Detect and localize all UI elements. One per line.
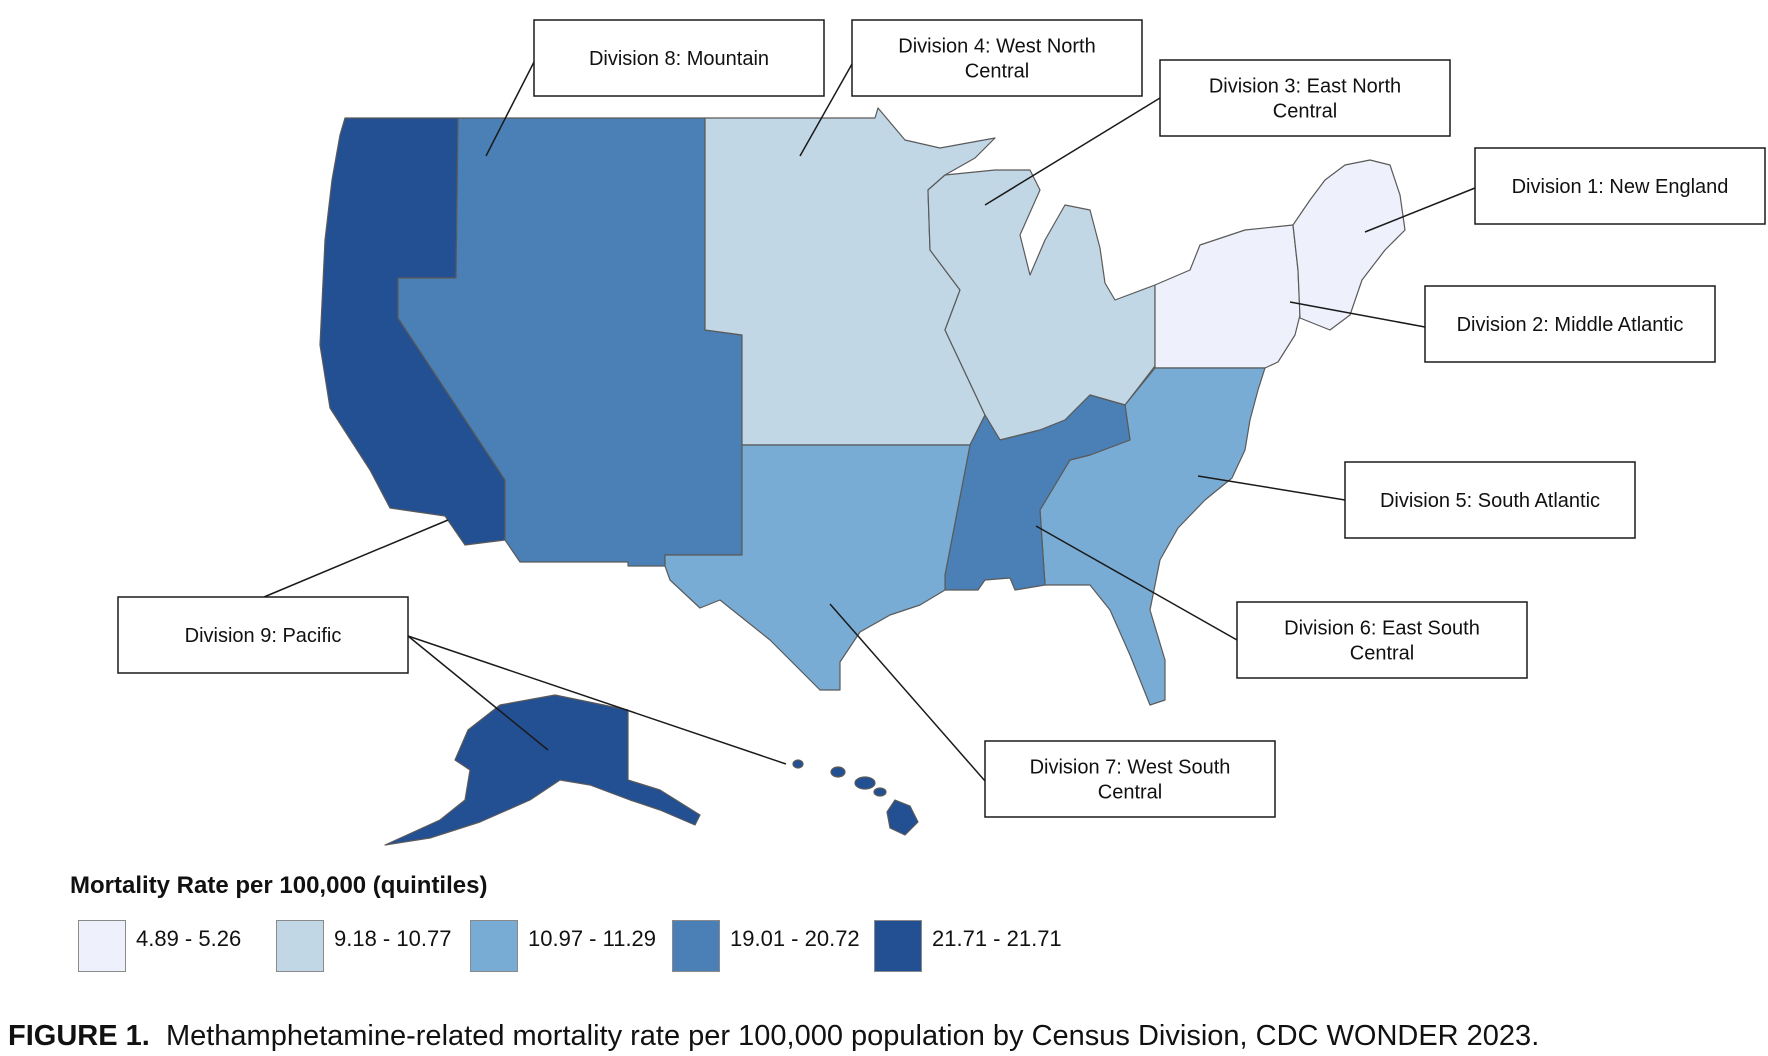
leader-d9-hawaii — [407, 635, 787, 765]
label-d3-line-1: Division 3: East North — [1209, 76, 1401, 98]
legend-swatch-2 — [276, 920, 324, 972]
leader-d5 — [1197, 475, 1346, 501]
leader-d9-main — [263, 519, 449, 598]
legend-label-5: 21.71 - 21.71 — [932, 926, 1062, 951]
region-hawaii-1 — [792, 759, 804, 769]
label-d2-line-1: Division 2: Middle Atlantic — [1457, 314, 1684, 336]
legend-swatch-4 — [672, 920, 720, 972]
label-d7: Division 7: West South Central — [984, 740, 1276, 818]
leader-d8 — [485, 61, 535, 157]
label-d8: Division 8: Mountain — [533, 19, 825, 97]
leader-d2 — [1289, 301, 1426, 328]
legend-item-3: 10.97 - 11.29 — [470, 920, 656, 972]
svg-text:Division 5: South Atlantic: Division 5: South Atlantic — [1380, 490, 1600, 512]
leader-d3 — [984, 97, 1161, 206]
region-hawaii-5 — [886, 799, 919, 836]
label-d8-line-1: Division 8: Mountain — [589, 48, 769, 70]
legend-item-1: 4.89 - 5.26 — [78, 920, 241, 972]
legend-item-5: 21.71 - 21.71 — [874, 920, 1062, 972]
label-d9-line-1: Division 9: Pacific — [185, 625, 342, 647]
label-d9: Division 9: Pacific — [117, 596, 409, 674]
caption-text: Methamphetamine-related mortality rate p… — [165, 1020, 1540, 1052]
label-d1-line-1: Division 1: New England — [1512, 176, 1729, 198]
region-hawaii-2 — [830, 766, 846, 778]
svg-text:Division 8: Mountain: Division 8: Mountain — [589, 48, 769, 70]
region-alaska — [384, 694, 701, 846]
figure-caption: FIGURE 1. Methamphetamine-related mortal… — [8, 1020, 1539, 1053]
region-hawaii-3 — [854, 776, 876, 790]
label-d4-line-1: Division 4: West North — [898, 36, 1095, 58]
label-d5-line-1: Division 5: South Atlantic — [1380, 490, 1600, 512]
legend-label-2: 9.18 - 10.77 — [334, 926, 452, 951]
svg-text:Division 1: New England: Division 1: New England — [1512, 176, 1729, 198]
svg-text:Division 9: Pacific: Division 9: Pacific — [185, 625, 342, 647]
leader-d9-alaska — [407, 635, 549, 751]
label-d5: Division 5: South Atlantic — [1344, 461, 1636, 539]
legend-item-2: 9.18 - 10.77 — [276, 920, 451, 972]
region-hawaii-4 — [873, 787, 887, 797]
label-d3-line-2: Central — [1273, 101, 1337, 123]
svg-text:Division 2: Middle Atlantic: Division 2: Middle Atlantic — [1457, 314, 1684, 336]
leader-d1 — [1364, 187, 1476, 233]
legend-label-1: 4.89 - 5.26 — [136, 926, 242, 951]
label-d6-line-1: Division 6: East South — [1284, 618, 1480, 640]
label-d7-line-1: Division 7: West South — [1030, 757, 1231, 779]
region-middle-atlantic — [1154, 224, 1301, 369]
label-d4-line-2: Central — [965, 61, 1029, 83]
legend-swatch-3 — [470, 920, 518, 972]
label-d2: Division 2: Middle Atlantic — [1424, 285, 1716, 363]
leader-d7 — [829, 603, 986, 782]
census-division-map: Division 8: Mountain Division 4: West No… — [117, 19, 1766, 846]
label-d6-line-2: Central — [1350, 643, 1414, 665]
label-d6: Division 6: East South Central — [1236, 601, 1528, 679]
legend-item-4: 19.01 - 20.72 — [672, 920, 860, 972]
label-d1: Division 1: New England — [1474, 147, 1766, 225]
region-west-south-central — [664, 444, 971, 691]
caption-prefix: FIGURE 1. — [8, 1020, 150, 1052]
legend-swatch-1 — [78, 920, 126, 972]
legend-label-3: 10.97 - 11.29 — [528, 926, 657, 951]
legend-title: Mortality Rate per 100,000 (quintiles) — [70, 872, 488, 899]
leader-d4 — [799, 63, 853, 157]
label-d3: Division 3: East North Central — [1159, 59, 1451, 137]
leader-d6 — [1035, 525, 1238, 641]
label-d4: Division 4: West North Central — [851, 19, 1143, 97]
label-d7-line-2: Central — [1098, 782, 1162, 804]
legend-swatch-5 — [874, 920, 922, 972]
region-new-england — [1292, 159, 1406, 331]
region-east-south-central — [944, 394, 1131, 591]
legend-label-4: 19.01 - 20.72 — [730, 926, 860, 951]
